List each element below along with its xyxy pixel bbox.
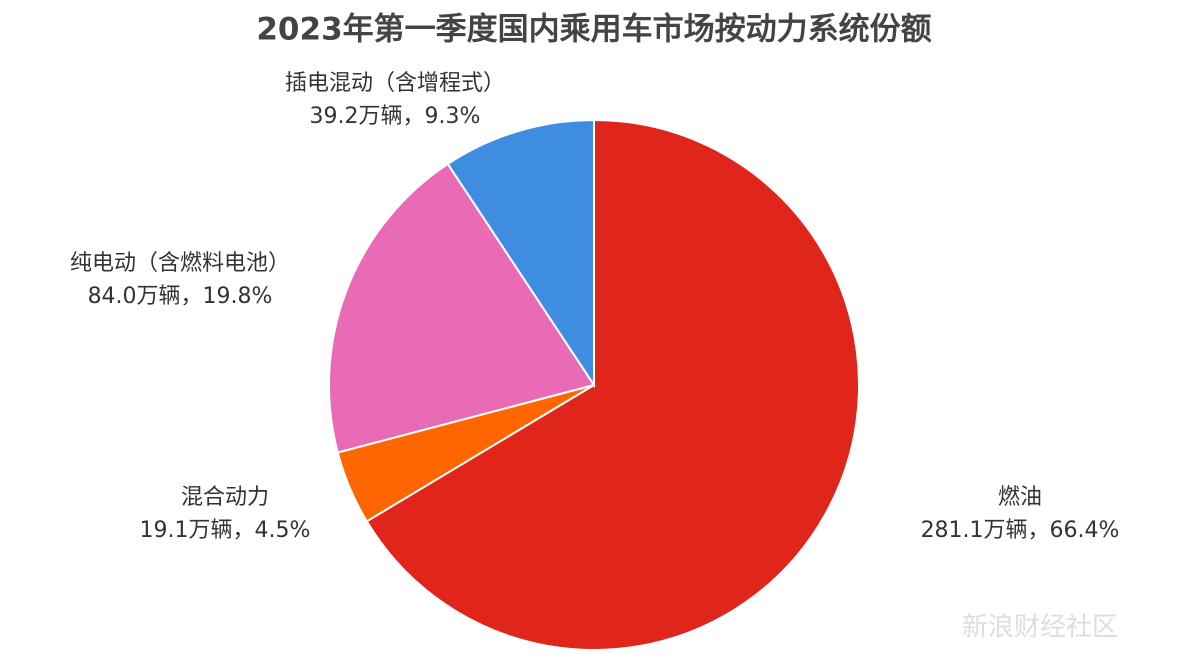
- chart-title: 2023年第一季度国内乘用车市场按动力系统份额: [256, 12, 931, 48]
- value-label: 281.1万辆，66.4%: [921, 518, 1120, 543]
- slice-label: 插电混动（含增程式）: [285, 71, 505, 96]
- value-label: 84.0万辆，19.8%: [88, 284, 273, 309]
- slice-label: 混合动力: [181, 485, 269, 510]
- value-label: 39.2万辆，9.3%: [310, 104, 481, 129]
- pie-slice: [446, 118, 595, 389]
- watermark: 新浪财经社区: [962, 613, 1118, 643]
- pie-slice: [365, 118, 860, 651]
- slice-label: 燃油: [998, 485, 1042, 510]
- value-label: 19.1万辆，4.5%: [140, 518, 311, 543]
- pie-slice: [328, 162, 596, 454]
- slice-label: 纯电动（含燃料电池）: [70, 251, 290, 276]
